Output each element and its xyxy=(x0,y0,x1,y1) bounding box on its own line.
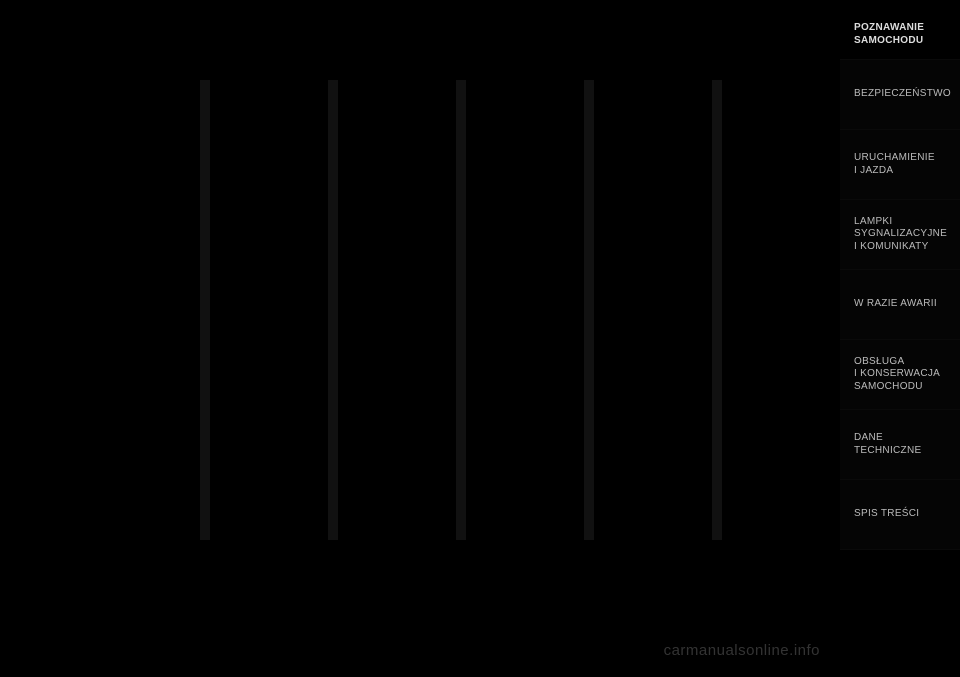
tab-bezpieczenstwo[interactable]: BEZPIECZEŃSTWO xyxy=(840,60,960,130)
tab-spis-tresci[interactable]: SPIS TREŚCI xyxy=(840,480,960,550)
content-column-dividers xyxy=(200,80,850,540)
tab-poznawanie-samochodu[interactable]: POZNAWANIE SAMOCHODU xyxy=(840,0,960,60)
tab-label: W RAZIE AWARII xyxy=(854,298,937,311)
column-divider xyxy=(712,80,722,540)
tab-label: LAMPKI SYGNALIZACYJNE I KOMUNIKATY xyxy=(854,216,947,254)
watermark-text: carmanualsonline.info xyxy=(664,642,820,659)
column-divider xyxy=(200,80,210,540)
tab-w-razie-awarii[interactable]: W RAZIE AWARII xyxy=(840,270,960,340)
tab-lampki-sygnalizacyjne[interactable]: LAMPKI SYGNALIZACYJNE I KOMUNIKATY xyxy=(840,200,960,270)
tab-label: SPIS TREŚCI xyxy=(854,508,919,521)
tab-label: POZNAWANIE SAMOCHODU xyxy=(854,22,924,47)
manual-page: POZNAWANIE SAMOCHODU BEZPIECZEŃSTWO URUC… xyxy=(0,0,960,677)
tab-uruchamienie-i-jazda[interactable]: URUCHAMIENIE I JAZDA xyxy=(840,130,960,200)
column-divider xyxy=(328,80,338,540)
column-divider xyxy=(584,80,594,540)
tab-label: OBSŁUGA I KONSERWACJA SAMOCHODU xyxy=(854,356,940,394)
column-divider xyxy=(456,80,466,540)
chapter-tabs-sidebar: POZNAWANIE SAMOCHODU BEZPIECZEŃSTWO URUC… xyxy=(840,0,960,677)
tab-label: BEZPIECZEŃSTWO xyxy=(854,88,951,101)
tab-label: DANE TECHNICZNE xyxy=(854,432,950,457)
tab-dane-techniczne[interactable]: DANE TECHNICZNE xyxy=(840,410,960,480)
tab-obsluga-konserwacja[interactable]: OBSŁUGA I KONSERWACJA SAMOCHODU xyxy=(840,340,960,410)
tab-label: URUCHAMIENIE I JAZDA xyxy=(854,152,935,177)
